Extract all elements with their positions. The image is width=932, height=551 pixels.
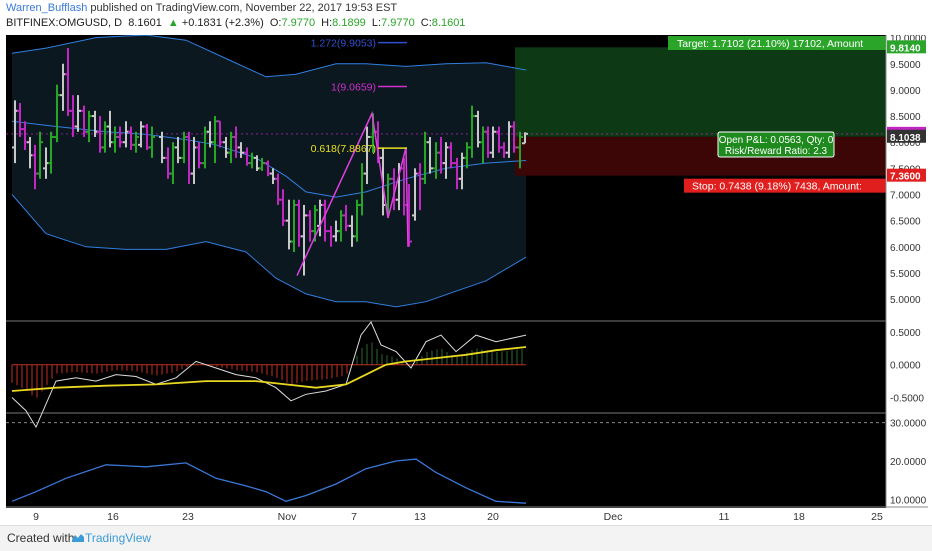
low-value: 7.9770 (381, 17, 415, 29)
fib-level-label: 1.272(9.9053) (311, 38, 376, 50)
symbol-name: BITFINEX:OMGUSD, D (6, 17, 123, 29)
rsi-tick-label: 30.0000 (890, 419, 927, 430)
time-tick-label: 9 (33, 511, 39, 523)
time-tick-label: 23 (182, 511, 194, 523)
stop-label: Stop: 0.7438 (9.18%) 7438, Amount: (692, 181, 862, 193)
price-marker-box (887, 40, 926, 54)
high-value: 8.1899 (332, 17, 366, 29)
created-with-text: Created with (7, 531, 75, 545)
macd-signal-line (11, 346, 527, 392)
price-marker-box (887, 168, 926, 182)
fib-level-label: 0.618(7.8867) (311, 143, 376, 155)
rsi-tick-label: 10.0000 (890, 495, 927, 506)
rsi-tick-label: 20.0000 (890, 457, 927, 468)
symbol-line: BITFINEX:OMGUSD, D 8.1601 ▲ +0.1831 (+2.3… (6, 17, 468, 29)
target-label: Target: 1.7102 (21.10%) 17102, Amount (677, 38, 863, 50)
price-marker-label: 7.3600 (890, 172, 921, 183)
author-link[interactable]: Warren_Bufflash (6, 2, 88, 14)
time-tick-label: Nov (278, 511, 297, 523)
time-tick-label: Dec (604, 511, 623, 523)
stop-label-box (684, 178, 886, 193)
price-tick-label: 5.0000 (890, 295, 921, 306)
price-tick-label: 6.5000 (890, 217, 921, 228)
time-tick-label: 7 (351, 511, 357, 523)
close-value: 8.1601 (431, 17, 466, 29)
chart-canvas[interactable]: 1.272(9.9053) 1(9.0659) 0.618(7.8867) Targe… (6, 34, 928, 525)
price-tick-label: 5.5000 (890, 269, 921, 280)
price-axis-panel (886, 35, 928, 525)
time-tick-label: 18 (793, 511, 805, 523)
published-text: published on TradingView.com, November 2… (90, 2, 398, 14)
macd-line (11, 321, 527, 429)
last-price: 8.1601 (128, 17, 162, 29)
price-marker-label: 8.1038 (890, 133, 921, 144)
time-tick-label: 20 (487, 511, 499, 523)
change-value: +0.1831 (+2.3%) (181, 17, 264, 29)
chart-area[interactable]: 1.272(9.9053) 1(9.0659) 0.618(7.8867) Targe… (6, 34, 928, 525)
macd-tick-label: 0.0000 (890, 361, 921, 372)
price-tick-label: 8.5000 (890, 112, 921, 123)
macd-tick-label: -0.5000 (890, 394, 924, 405)
macd-tick-label: 0.5000 (890, 328, 921, 339)
tradingview-brand[interactable]: TradingView (85, 531, 152, 545)
open-value: 7.9770 (281, 17, 316, 29)
price-tick-label: 8.0000 (890, 138, 921, 149)
price-tick-label: 9.0000 (890, 86, 921, 97)
time-tick-label: 11 (719, 511, 730, 523)
price-tick-label: 9.5000 (890, 60, 921, 71)
price-tick-label: 6.0000 (890, 243, 921, 254)
pnl-box (717, 131, 835, 158)
price-tick-label: 10.0000 (890, 35, 927, 45)
fib-level-label: 1(9.0659) (331, 81, 376, 93)
pnl-label: Open P&L: 0.0563, Qty: 0 (719, 135, 834, 146)
time-tick-label: 16 (107, 511, 119, 523)
time-tick-label: 13 (414, 511, 426, 523)
bollinger-upper-line (11, 34, 527, 78)
target-label-box (668, 36, 886, 50)
price-marker-label: 9.8140 (890, 43, 921, 54)
publish-line: Warren_Bufflash published on TradingView… (6, 2, 397, 14)
open-label: O: (269, 17, 282, 29)
time-tick-label: 25 (871, 511, 883, 523)
risk-reward-label: Risk/Reward Ratio: 2.3 (725, 146, 828, 157)
rsi-line (11, 458, 527, 504)
time-axis-panel (6, 508, 886, 525)
high-label: H: (321, 17, 333, 29)
zigzag-pattern-line (296, 110, 409, 276)
tradingview-logo-icon (72, 534, 84, 542)
footer: Created with TradingView (0, 525, 932, 551)
close-label: C: (420, 17, 432, 29)
low-label: L: (371, 17, 382, 29)
up-arrow-icon: ▲ (167, 17, 179, 29)
bollinger-lower-line (11, 194, 527, 308)
price-tick-label: 7.0000 (890, 190, 921, 201)
price-marker-box (887, 129, 926, 143)
target-zone (515, 47, 886, 137)
